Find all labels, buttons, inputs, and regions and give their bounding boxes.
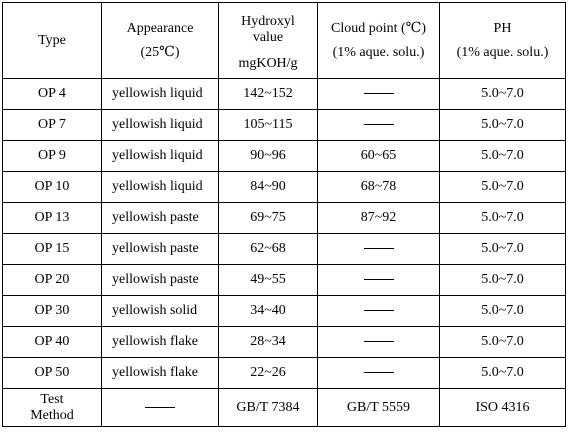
type-cell: OP 15 <box>2 233 102 265</box>
appearance-header-sub: (25℃) <box>140 44 180 60</box>
ph-cell: 5.0~7.0 <box>439 171 566 203</box>
type-cell: OP 10 <box>2 171 102 203</box>
dash-placeholder <box>363 93 394 95</box>
table-row: OP 13 yellowish paste 69~75 87~92 5.0~7.… <box>2 202 566 234</box>
type-header-label: Type <box>38 32 66 48</box>
dash-placeholder <box>363 279 394 281</box>
hydroxyl-cell: 105~115 <box>218 109 318 141</box>
ph-cell: 5.0~7.0 <box>439 264 566 296</box>
dash-placeholder <box>363 372 394 374</box>
cloud-point-cell: 87~92 <box>317 202 440 234</box>
test-method-label-line1: Test <box>40 391 64 407</box>
hydroxyl-header-line1: Hydroxyl <box>241 13 295 29</box>
appearance-cell: yellowish liquid <box>101 140 219 172</box>
type-cell: OP 4 <box>2 78 102 110</box>
ph-cell: 5.0~7.0 <box>439 295 566 327</box>
cloud-point-cell: 60~65 <box>317 140 440 172</box>
ph-cell: 5.0~7.0 <box>439 357 566 389</box>
cloud-point-header-sub: (1% aque. solu.) <box>332 44 425 60</box>
hydroxyl-cell: 28~34 <box>218 326 318 358</box>
dash-placeholder <box>145 406 175 408</box>
appearance-header-label: Appearance <box>126 20 194 36</box>
table-row: OP 30 yellowish solid 34~40 5.0~7.0 <box>2 295 566 327</box>
dash-placeholder <box>363 310 394 312</box>
spec-table: Type Appearance (25℃) Hydroxyl value mgK… <box>2 2 566 427</box>
type-cell: OP 20 <box>2 264 102 296</box>
ph-cell: 5.0~7.0 <box>439 140 566 172</box>
table-row: OP 50 yellowish flake 22~26 5.0~7.0 <box>2 357 566 389</box>
appearance-cell: yellowish solid <box>101 295 219 327</box>
ph-method-cell: ISO 4316 <box>439 388 566 427</box>
appearance-header: Appearance (25℃) <box>101 2 219 79</box>
table-row: OP 4 yellowish liquid 142~152 5.0~7.0 <box>2 78 566 110</box>
cloud-point-cell <box>317 326 440 358</box>
ph-header-sub: (1% aque. solu.) <box>456 44 549 60</box>
dash-placeholder <box>363 248 394 250</box>
hydroxyl-header-unit: mgKOH/g <box>238 55 298 71</box>
type-cell: OP 13 <box>2 202 102 234</box>
dash-placeholder <box>363 341 394 343</box>
hydroxyl-method-cell: GB/T 7384 <box>218 388 318 427</box>
hydroxyl-cell: 22~26 <box>218 357 318 389</box>
ph-cell: 5.0~7.0 <box>439 202 566 234</box>
cloud-point-header: Cloud point (℃) (1% aque. solu.) <box>317 2 440 79</box>
appearance-cell: yellowish paste <box>101 233 219 265</box>
table-row: OP 9 yellowish liquid 90~96 60~65 5.0~7.… <box>2 140 566 172</box>
ph-cell: 5.0~7.0 <box>439 326 566 358</box>
test-method-row: Test Method GB/T 7384 GB/T 5559 ISO 4316 <box>2 388 566 427</box>
table-row: OP 10 yellowish liquid 84~90 68~78 5.0~7… <box>2 171 566 203</box>
type-cell: OP 30 <box>2 295 102 327</box>
table-row: OP 40 yellowish flake 28~34 5.0~7.0 <box>2 326 566 358</box>
type-cell: OP 9 <box>2 140 102 172</box>
cloud-point-cell <box>317 264 440 296</box>
appearance-cell: yellowish paste <box>101 202 219 234</box>
cloud-point-cell <box>317 357 440 389</box>
appearance-cell: yellowish paste <box>101 264 219 296</box>
appearance-cell: yellowish flake <box>101 326 219 358</box>
table-row: OP 7 yellowish liquid 105~115 5.0~7.0 <box>2 109 566 141</box>
hydroxyl-header: Hydroxyl value mgKOH/g <box>218 2 318 79</box>
hydroxyl-cell: 142~152 <box>218 78 318 110</box>
cloud-point-cell <box>317 295 440 327</box>
hydroxyl-cell: 69~75 <box>218 202 318 234</box>
ph-header: PH (1% aque. solu.) <box>439 2 566 79</box>
hydroxyl-cell: 62~68 <box>218 233 318 265</box>
ph-cell: 5.0~7.0 <box>439 78 566 110</box>
table-body: OP 4 yellowish liquid 142~152 5.0~7.0 OP… <box>2 78 566 427</box>
table-row: OP 20 yellowish paste 49~55 5.0~7.0 <box>2 264 566 296</box>
type-cell: OP 50 <box>2 357 102 389</box>
appearance-cell: yellowish flake <box>101 357 219 389</box>
test-method-label: Test Method <box>2 388 102 427</box>
ph-cell: 5.0~7.0 <box>439 233 566 265</box>
hydroxyl-cell: 49~55 <box>218 264 318 296</box>
ph-cell: 5.0~7.0 <box>439 109 566 141</box>
cloud-point-cell <box>317 78 440 110</box>
hydroxyl-cell: 84~90 <box>218 171 318 203</box>
cloud-point-method-cell: GB/T 5559 <box>317 388 440 427</box>
header-row: Type Appearance (25℃) Hydroxyl value mgK… <box>2 2 566 79</box>
type-cell: OP 40 <box>2 326 102 358</box>
hydroxyl-cell: 34~40 <box>218 295 318 327</box>
cloud-point-cell <box>317 109 440 141</box>
dash-placeholder <box>363 124 394 126</box>
appearance-method-cell <box>101 388 219 427</box>
appearance-cell: yellowish liquid <box>101 171 219 203</box>
type-header: Type <box>2 2 102 79</box>
ph-header-label: PH <box>493 20 512 36</box>
type-cell: OP 7 <box>2 109 102 141</box>
hydroxyl-cell: 90~96 <box>218 140 318 172</box>
hydroxyl-header-line2: value <box>252 29 284 45</box>
test-method-label-line2: Method <box>30 407 74 423</box>
cloud-point-header-label: Cloud point (℃) <box>331 20 426 36</box>
cloud-point-cell <box>317 233 440 265</box>
appearance-cell: yellowish liquid <box>101 78 219 110</box>
table-row: OP 15 yellowish paste 62~68 5.0~7.0 <box>2 233 566 265</box>
cloud-point-cell: 68~78 <box>317 171 440 203</box>
appearance-cell: yellowish liquid <box>101 109 219 141</box>
